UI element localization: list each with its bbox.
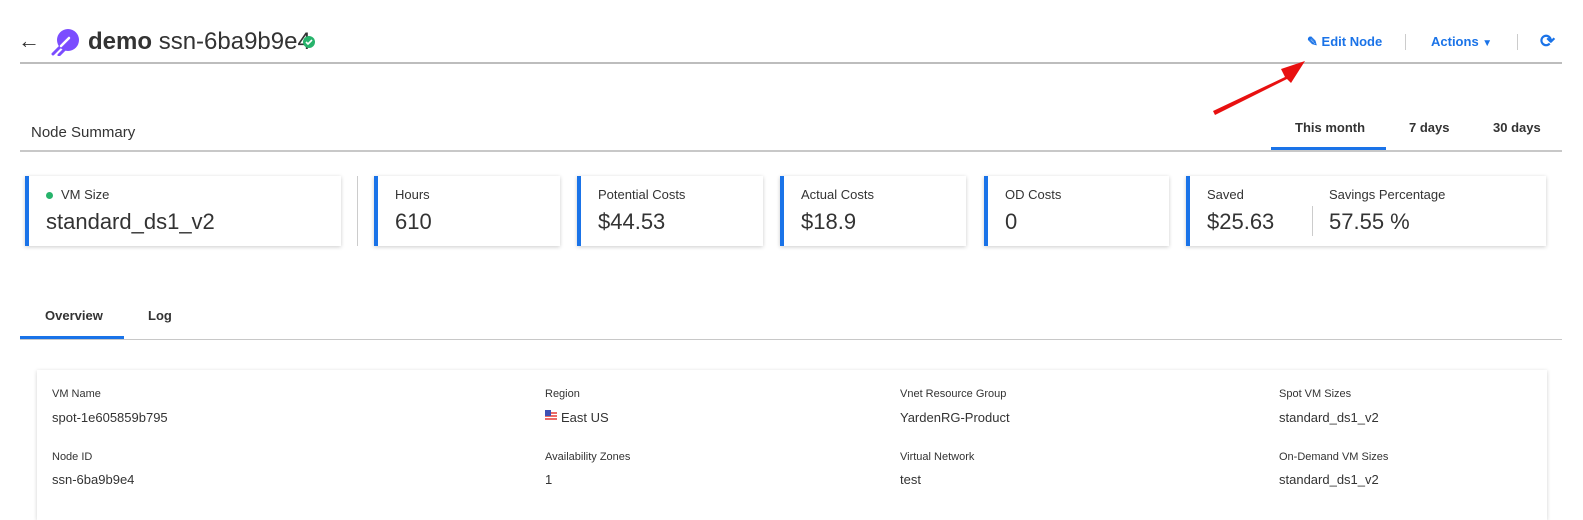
divider (1517, 34, 1518, 50)
vnet-rg-value: YardenRG-Product (900, 410, 1010, 425)
zones-value: 1 (545, 472, 553, 487)
tabs-divider (20, 339, 1562, 340)
card-separator (357, 176, 358, 246)
potential-label: Potential Costs (598, 187, 686, 202)
tab-overview[interactable]: Overview (45, 308, 103, 323)
header-divider (20, 62, 1562, 64)
pencil-icon: ✎ (1307, 34, 1318, 49)
vm-name-link[interactable]: spot-1e605859b795 (52, 410, 168, 425)
savings-pct-label: Savings Percentage (1329, 187, 1446, 202)
node-summary-title: Node Summary (31, 124, 136, 141)
summary-divider (20, 150, 1562, 152)
node-id-label: Node ID (52, 451, 93, 463)
card-actual-costs: Actual Costs $18.9 (780, 176, 966, 246)
tab-log[interactable]: Log (148, 308, 172, 323)
spot-sizes-label: Spot VM Sizes (1279, 388, 1352, 400)
caret-down-icon: ▼ (1482, 38, 1493, 49)
actual-label: Actual Costs (801, 187, 874, 202)
region-label: Region (545, 388, 580, 400)
vnet-value: test (900, 472, 921, 487)
card-hours: Hours 610 (374, 176, 560, 246)
app-name: demo (88, 28, 153, 55)
card-potential-costs: Potential Costs $44.53 (577, 176, 763, 246)
us-flag-icon (545, 410, 557, 422)
logo-icon (51, 29, 79, 56)
active-tab-indicator (20, 336, 124, 339)
saved-label: Saved (1207, 187, 1244, 202)
od-sizes-value: standard_ds1_v2 (1279, 472, 1379, 487)
actions-dropdown[interactable]: Actions ▼ (1431, 34, 1492, 49)
hours-label: Hours (395, 187, 430, 202)
spot-sizes-value: standard_ds1_v2 (1279, 410, 1379, 425)
vm-size-value: standard_ds1_v2 (46, 209, 215, 234)
vnet-label: Virtual Network (900, 451, 975, 463)
vm-name-label: VM Name (52, 388, 101, 400)
zones-label: Availability Zones (545, 451, 631, 463)
details-panel: VM Name spot-1e605859b795 Region East US… (37, 370, 1547, 520)
divider (1405, 34, 1406, 50)
od-value: 0 (1005, 209, 1018, 234)
range-30-days[interactable]: 30 days (1493, 120, 1541, 135)
range-7-days[interactable]: 7 days (1409, 120, 1450, 135)
page-title: demo ssn-6ba9b9e4 (88, 28, 311, 56)
edit-node-label: Edit Node (1321, 34, 1383, 49)
range-this-month[interactable]: This month (1295, 120, 1366, 135)
back-button[interactable]: ← (18, 28, 40, 53)
card-saved: Saved $25.63 Savings Percentage 57.55 % (1186, 176, 1546, 246)
saved-value: $25.63 (1207, 209, 1275, 234)
od-sizes-label: On-Demand VM Sizes (1279, 451, 1389, 463)
actions-label: Actions (1431, 34, 1479, 49)
active-range-indicator (1271, 147, 1386, 150)
vm-size-label: VM Size (61, 187, 110, 202)
annotation-arrow (1213, 61, 1305, 115)
region-value: East US (561, 410, 609, 425)
node-name: ssn-6ba9b9e4 (158, 28, 311, 55)
potential-value: $44.53 (598, 209, 666, 234)
card-vm-size: VM Size standard_ds1_v2 (25, 176, 341, 246)
status-ok-icon (303, 36, 315, 48)
od-label: OD Costs (1005, 187, 1062, 202)
edit-node-button[interactable]: ✎ Edit Node (1307, 34, 1382, 50)
card-od-costs: OD Costs 0 (984, 176, 1169, 246)
saved-divider (1312, 206, 1313, 236)
savings-pct-value: 57.55 % (1329, 209, 1410, 234)
node-id-value: ssn-6ba9b9e4 (52, 472, 135, 487)
vnet-rg-label: Vnet Resource Group (900, 388, 1007, 400)
actual-value: $18.9 (801, 209, 857, 234)
refresh-button[interactable]: ⟳ (1540, 31, 1556, 51)
hours-value: 610 (395, 209, 432, 234)
status-dot-icon (46, 192, 53, 199)
